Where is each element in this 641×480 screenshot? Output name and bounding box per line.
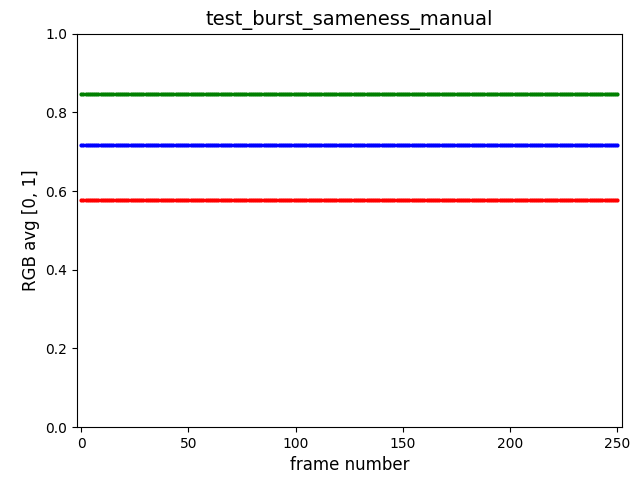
Y-axis label: RGB avg [0, 1]: RGB avg [0, 1] xyxy=(22,169,40,291)
Title: test_burst_sameness_manual: test_burst_sameness_manual xyxy=(206,10,493,30)
X-axis label: frame number: frame number xyxy=(290,456,409,474)
